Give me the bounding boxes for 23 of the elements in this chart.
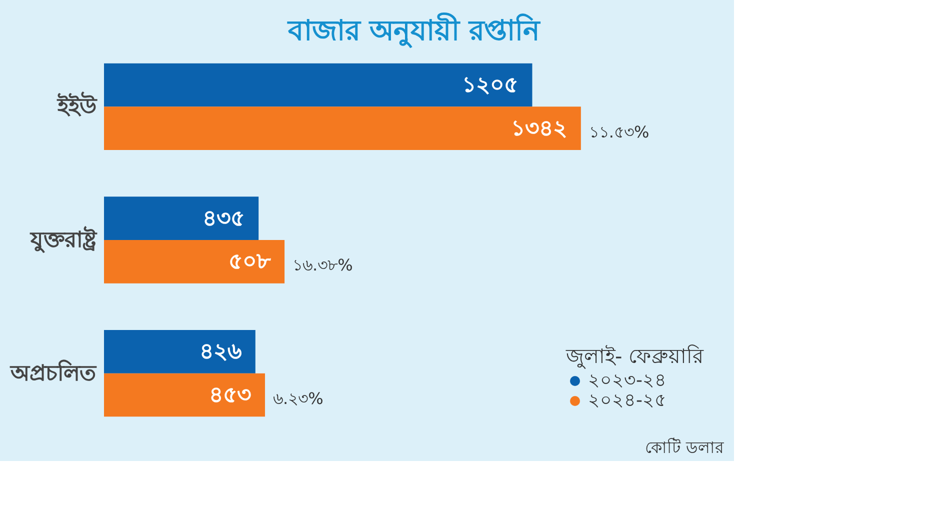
data-label: ৪৫৩ — [208, 383, 251, 408]
y-tick-label: ইইউ — [56, 92, 98, 120]
annotation: ১৬.৩৮% — [292, 256, 353, 275]
data-label: ১৩৪২ — [510, 116, 567, 142]
chart-title: বাজার অনুযায়ী রপ্তানি — [286, 12, 542, 48]
data-label: ৪৩৫ — [202, 206, 245, 232]
text: কোটি ডলার — [644, 438, 725, 457]
bar — [104, 106, 581, 150]
y-tick-label: অপ্রচলিত — [10, 359, 98, 386]
bar — [104, 330, 256, 374]
data-label: ৫০৮ — [228, 250, 272, 275]
y-tick-label: যুক্তরাষ্ট্র — [30, 226, 98, 254]
bar — [104, 240, 285, 284]
bar — [104, 196, 259, 240]
bar — [104, 373, 265, 417]
annotation: ১১.৫৩% — [588, 122, 650, 142]
data-label: ১২০৫ — [462, 73, 518, 98]
legend-label: ২০২৪-২৫ — [588, 390, 666, 411]
data-label: ৪২৬ — [199, 340, 242, 365]
legend-label: ২০২৩-২৪ — [588, 370, 666, 391]
bar — [104, 63, 532, 107]
annotation: ৬.২৩% — [272, 389, 324, 408]
legend-title: জুলাই- ফেব্রুয়ারি — [565, 344, 705, 369]
